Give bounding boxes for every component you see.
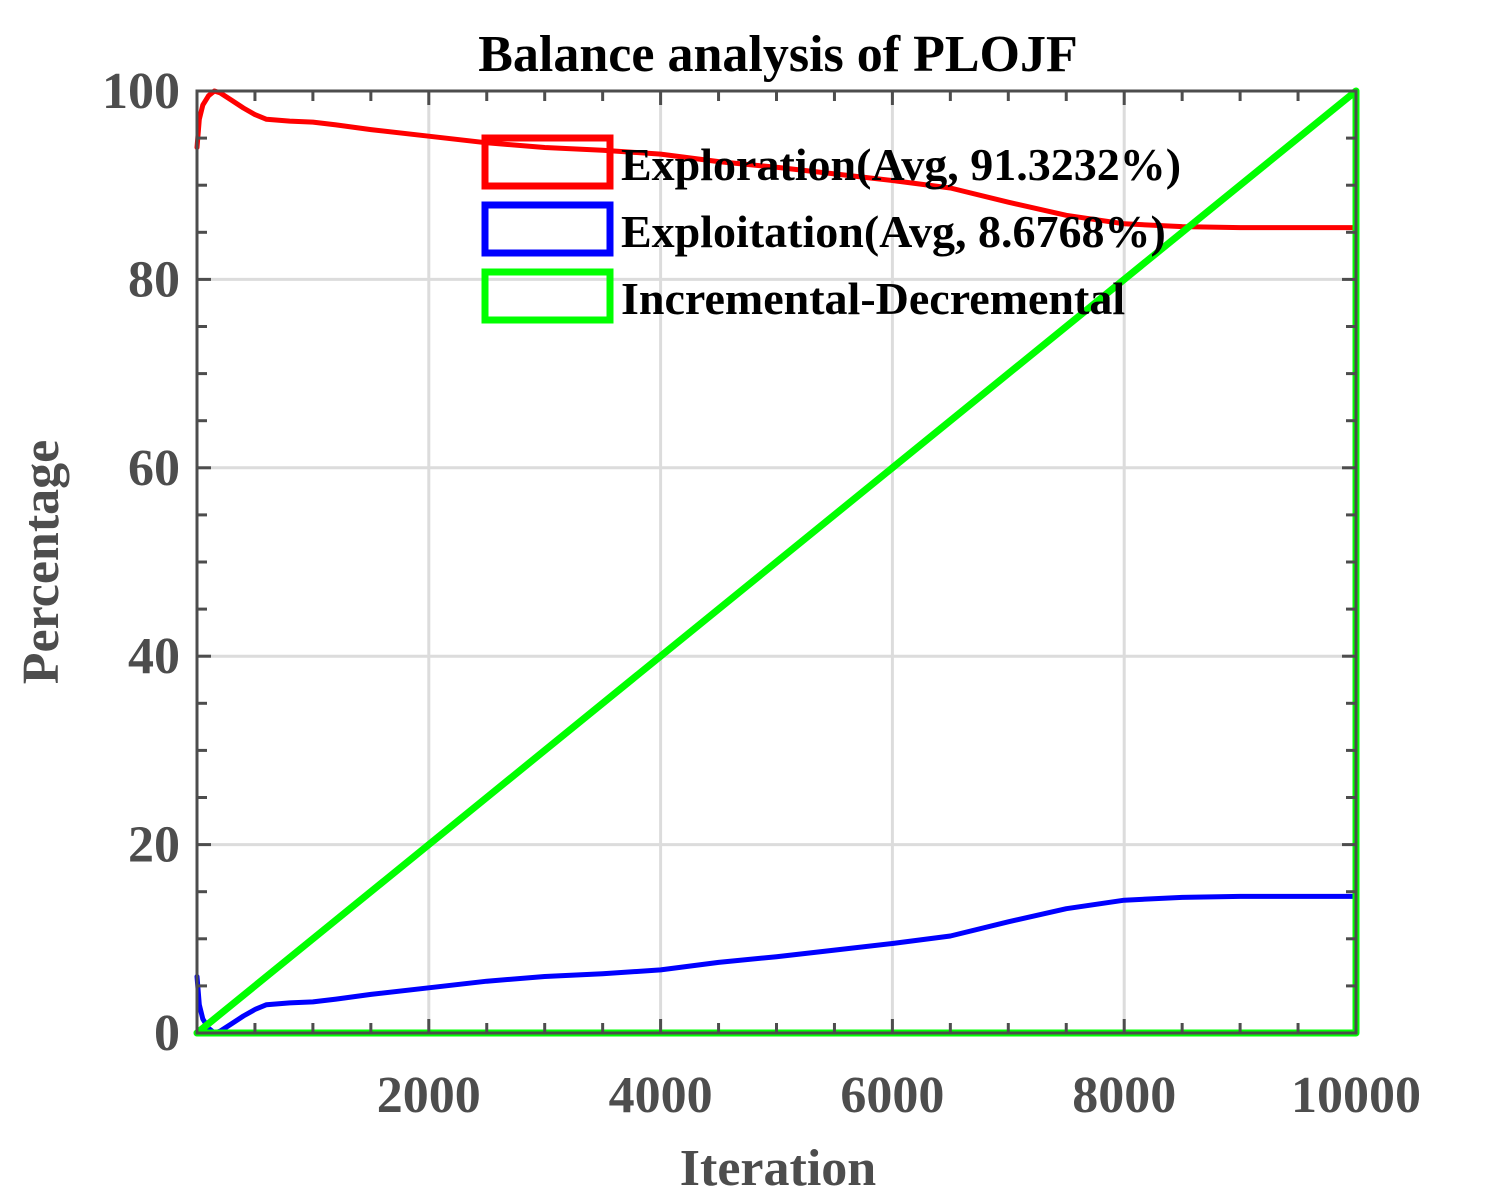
- chart-title: Balance analysis of PLOJF: [478, 26, 1077, 83]
- y-axis-label: Percentage: [13, 440, 70, 684]
- x-tick-label: 10000: [1291, 1067, 1421, 1124]
- y-tick-label: 20: [128, 817, 180, 874]
- y-tick-label: 60: [128, 440, 180, 497]
- series-line-2: [194, 893, 1359, 1036]
- y-tick-label: 0: [154, 1005, 180, 1062]
- x-tick-label: 2000: [377, 1067, 481, 1124]
- legend-label-2: Exploitation(Avg, 8.6768%): [621, 206, 1166, 257]
- legend: Exploration(Avg, 91.3232%) Exploitation(A…: [481, 134, 1181, 324]
- legend-label-1: Exploration(Avg, 91.3232%): [621, 139, 1181, 190]
- y-tick-label: 40: [128, 628, 180, 685]
- x-axis-label: Iteration: [680, 1140, 876, 1197]
- tick-labels: 2000 4000 6000 8000 10000 0 20 40 60 80 100: [102, 63, 1421, 1124]
- x-tick-label: 4000: [609, 1067, 713, 1124]
- legend-swatch-3: [481, 268, 614, 324]
- x-tick-label: 6000: [840, 1067, 944, 1124]
- legend-swatch-1: [481, 134, 614, 190]
- legend-swatch-2: [481, 201, 614, 257]
- x-tick-label: 8000: [1072, 1067, 1176, 1124]
- y-tick-label: 100: [102, 63, 180, 120]
- y-tick-label: 80: [128, 251, 180, 308]
- axes: [195, 89, 1358, 1035]
- legend-label-3: Incremental-Decremental: [621, 273, 1125, 324]
